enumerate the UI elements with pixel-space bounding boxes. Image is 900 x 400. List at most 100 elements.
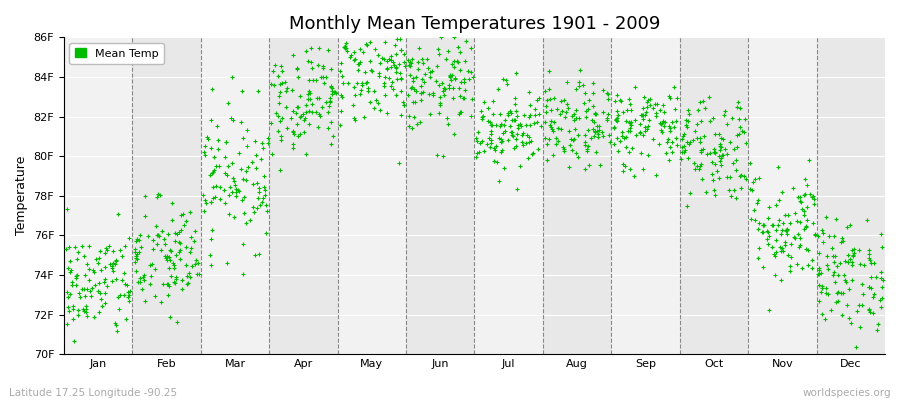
Point xyxy=(252,189,266,196)
Point xyxy=(722,187,736,193)
Point xyxy=(197,148,211,155)
Point xyxy=(234,118,248,125)
Point xyxy=(575,82,590,88)
Point xyxy=(609,108,624,114)
Point xyxy=(830,290,844,296)
Point xyxy=(70,272,85,278)
Point xyxy=(610,134,625,141)
Point xyxy=(59,289,74,295)
Point xyxy=(254,155,268,162)
Point xyxy=(470,150,484,156)
Point xyxy=(240,126,255,133)
Point xyxy=(380,65,394,72)
Point xyxy=(784,254,798,260)
Point xyxy=(167,280,182,286)
Point xyxy=(378,39,392,45)
Point xyxy=(667,84,681,90)
Point xyxy=(250,205,265,211)
Point xyxy=(670,95,684,101)
Point xyxy=(623,120,637,126)
Point xyxy=(792,194,806,200)
Point xyxy=(867,260,881,266)
Point xyxy=(562,128,576,134)
Point xyxy=(770,248,784,255)
Point xyxy=(380,66,394,72)
Point xyxy=(239,168,254,174)
Point xyxy=(613,96,627,103)
Point xyxy=(864,260,878,266)
Point xyxy=(337,28,351,34)
Point xyxy=(333,68,347,74)
Point xyxy=(397,63,411,69)
Point xyxy=(366,104,381,111)
Point xyxy=(203,116,218,123)
Point xyxy=(122,292,136,298)
Point xyxy=(796,208,811,214)
Point xyxy=(334,59,348,66)
Point xyxy=(394,76,409,82)
Point xyxy=(359,80,374,86)
Point xyxy=(589,110,603,117)
Point xyxy=(326,132,340,139)
Point xyxy=(118,280,132,287)
Point xyxy=(388,42,402,48)
Point xyxy=(218,154,232,160)
Point xyxy=(567,111,581,117)
Point xyxy=(135,286,149,292)
Point xyxy=(172,229,186,236)
Point xyxy=(209,163,223,169)
Point xyxy=(158,241,172,248)
Point xyxy=(296,117,310,123)
Point xyxy=(169,274,184,280)
Point xyxy=(657,109,671,116)
Bar xyxy=(338,37,406,354)
Point xyxy=(765,222,779,228)
Point xyxy=(692,139,706,145)
Point xyxy=(302,88,317,94)
Point xyxy=(572,114,587,121)
Point xyxy=(864,274,878,280)
Point xyxy=(841,259,855,265)
Point xyxy=(246,204,260,210)
Point xyxy=(273,167,287,174)
Point xyxy=(130,235,144,242)
Point xyxy=(581,162,596,168)
Point xyxy=(402,113,417,119)
Point xyxy=(150,232,165,238)
Point xyxy=(265,120,279,126)
Point xyxy=(860,217,874,223)
Point xyxy=(121,294,135,300)
Point xyxy=(382,74,397,81)
Point xyxy=(800,204,814,210)
Point xyxy=(248,252,262,259)
Point xyxy=(766,222,780,228)
Point xyxy=(841,252,855,258)
Point xyxy=(762,306,777,313)
Point xyxy=(833,239,848,245)
Point xyxy=(133,274,148,281)
Point xyxy=(806,196,821,202)
Point xyxy=(601,96,616,103)
Point xyxy=(610,115,625,122)
Point xyxy=(75,286,89,292)
Point xyxy=(825,253,840,259)
Point xyxy=(132,232,147,238)
Point xyxy=(774,231,788,237)
Point xyxy=(158,236,172,242)
Point xyxy=(251,195,266,202)
Point xyxy=(795,206,809,212)
Point xyxy=(333,108,347,114)
Point xyxy=(500,81,515,87)
Point xyxy=(611,112,625,118)
Point xyxy=(551,138,565,144)
Point xyxy=(676,133,690,140)
Point xyxy=(291,132,305,139)
Point xyxy=(338,40,353,46)
Point xyxy=(755,222,770,228)
Point xyxy=(175,286,189,292)
Point xyxy=(628,132,643,138)
Point xyxy=(256,144,270,151)
Point xyxy=(798,190,813,197)
Point xyxy=(730,131,744,138)
Point xyxy=(163,314,177,320)
